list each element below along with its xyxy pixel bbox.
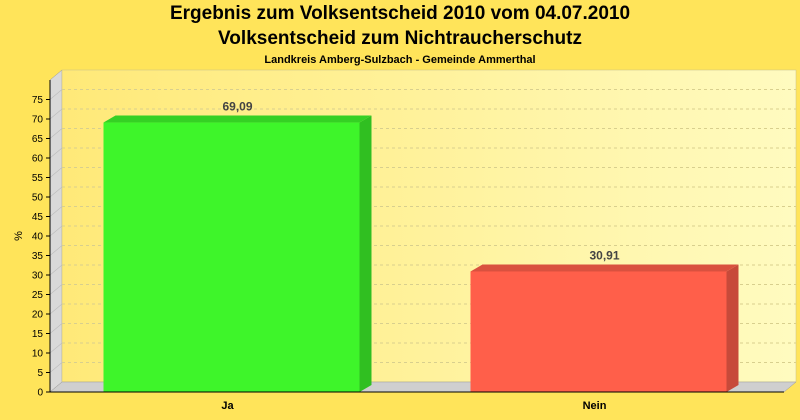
y-tick-label: 40 — [32, 232, 44, 243]
grid-wall-line — [49, 225, 63, 237]
y-tick-label: 30 — [32, 271, 44, 282]
bar-side — [726, 264, 739, 392]
bar-side — [359, 115, 372, 392]
y-tick-label: 60 — [32, 154, 44, 165]
bar-top — [470, 264, 739, 272]
grid-wall-line — [49, 323, 63, 334]
y-axis: 0 5 10 15 20 25 30 35 40 45 50 55 60 65 70 75 — [32, 80, 51, 399]
x-axis: Ja Nein — [50, 391, 784, 412]
y-tick-label: 50 — [32, 193, 44, 204]
chart-subtitle-2: Landkreis Amberg-Sulzbach - Gemeinde Amm… — [264, 54, 536, 66]
y-tick-label: 75 — [32, 95, 44, 106]
chart-subtitle: Volksentscheid zum Nichtraucherschutz — [218, 28, 582, 49]
y-tick-label: 0 — [37, 388, 43, 399]
grid-wall-line — [49, 342, 63, 354]
y-tick-label: 55 — [32, 173, 44, 184]
x-tick-label: Ja — [221, 400, 234, 412]
bars: 69,09 30,91 — [103, 100, 739, 392]
grid-wall-line — [49, 284, 63, 295]
grid-wall-line — [49, 245, 63, 256]
bar-top — [103, 115, 372, 123]
bar-front — [470, 271, 727, 392]
grid-wall-line — [49, 167, 63, 178]
grid-wall-line — [49, 206, 63, 217]
y-tick-label: 45 — [32, 212, 44, 223]
bar-front — [103, 122, 360, 392]
y-tick-label: 10 — [32, 349, 44, 360]
y-tick-label: 35 — [32, 251, 44, 262]
grid-wall-line — [49, 108, 63, 120]
grid-wall-line — [49, 89, 63, 100]
grid-wall-line — [49, 303, 63, 315]
grid-wall-line — [49, 186, 63, 198]
data-label: 69,09 — [222, 100, 252, 114]
grid-wall-line — [49, 264, 63, 276]
y-tick-label: 25 — [32, 290, 44, 301]
chart-title: Ergebnis zum Volksentscheid 2010 vom 04.… — [169, 3, 631, 24]
y-tick-label: 70 — [32, 115, 44, 126]
y-tick-label: 15 — [32, 329, 44, 340]
data-label: 30,91 — [589, 248, 619, 262]
y-tick-label: 5 — [37, 368, 43, 379]
grid-wall-line — [49, 128, 63, 139]
y-axis-label: % — [13, 231, 25, 241]
y-tick-label: 20 — [32, 310, 44, 321]
x-tick-label: Nein — [583, 400, 607, 412]
bar-ja: 69,09 — [103, 100, 372, 392]
grid-wall-line — [49, 362, 63, 373]
bar-nein: 30,91 — [470, 248, 739, 392]
y-tick-label: 65 — [32, 134, 44, 145]
grid-wall-line — [49, 147, 63, 159]
